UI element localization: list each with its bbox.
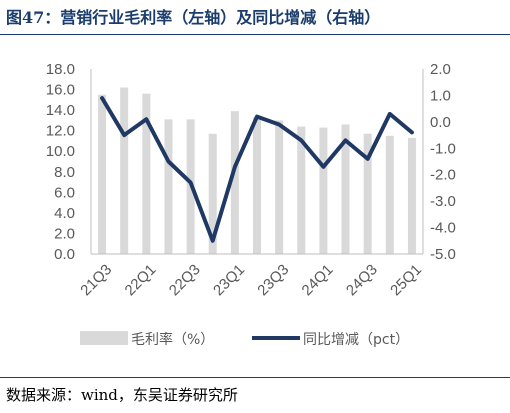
bar-23Q3 [275,120,284,254]
left-tick-label: 6.0 [54,184,75,201]
right-tick-label: -1.0 [430,140,456,157]
chart-title: 图47：营销行业毛利率（左轴）及同比增减（右轴） [6,8,381,27]
bar-24Q3 [363,133,372,254]
bar-22Q2 [164,119,173,254]
legend-line-label: 同比增减（pct） [303,332,409,348]
bar-21Q3 [98,94,107,254]
source-divider [0,377,510,378]
bar-24Q1 [319,127,328,254]
legend-bar-label: 毛利率（%） [131,331,214,348]
bar-22Q4 [208,133,217,254]
right-tick-label: 2.0 [430,61,451,78]
x-tick-label: 22Q1 [122,261,160,299]
left-tick-label: 0.0 [54,246,75,263]
x-tick-label: 24Q3 [343,261,381,299]
x-tick-label: 25Q1 [387,261,425,299]
x-tick-label: 22Q3 [166,261,204,299]
x-tick-label: 23Q1 [210,261,248,299]
bar-21Q4 [120,87,129,254]
title-divider [0,34,510,35]
right-tick-label: -2.0 [430,167,456,184]
left-tick-label: 12.0 [46,123,75,140]
right-axis: -5.0 -4.0 -3.0 -2.0 -1.0 0.0 1.0 2.0 [422,61,456,263]
yoy-change-line [100,96,414,243]
right-tick-label: 0.0 [430,114,451,131]
legend-bar-swatch [80,331,128,345]
right-tick-label: -4.0 [430,220,456,237]
bar-series [98,87,416,255]
left-tick-label: 18.0 [46,61,75,78]
left-tick-label: 4.0 [54,205,75,222]
x-tick-label: 24Q1 [299,261,337,299]
x-axis: 21Q3 22Q1 22Q3 23Q1 23Q3 24Q1 24Q3 25Q1 [77,253,425,299]
bar-24Q4 [385,135,394,254]
x-tick-label: 21Q3 [77,261,115,299]
left-tick-label: 8.0 [54,164,75,181]
bar-23Q1 [230,111,239,254]
bar-23Q2 [253,117,261,254]
left-tick-label: 2.0 [54,225,75,242]
left-tick-label: 14.0 [46,102,75,119]
bar-23Q4 [297,126,306,254]
bar-24Q2 [341,124,350,254]
left-tick-label: 10.0 [46,143,75,160]
bar-22Q1 [142,93,151,255]
x-tick-label: 23Q3 [254,261,292,299]
right-tick-label: 1.0 [430,87,451,104]
right-tick-label: -3.0 [430,193,456,210]
source-note: 数据来源：wind，东吴证券研究所 [6,386,238,404]
left-axis: 0.0 2.0 4.0 6.0 8.0 10.0 12.0 14.0 16.0 18.0 [46,61,92,263]
legend: 毛利率（%） 同比增减（pct） [80,331,409,348]
left-tick-label: 16.0 [46,82,75,99]
right-tick-label: -5.0 [430,246,456,263]
line-series [100,96,414,243]
bar-25Q1 [407,137,416,254]
